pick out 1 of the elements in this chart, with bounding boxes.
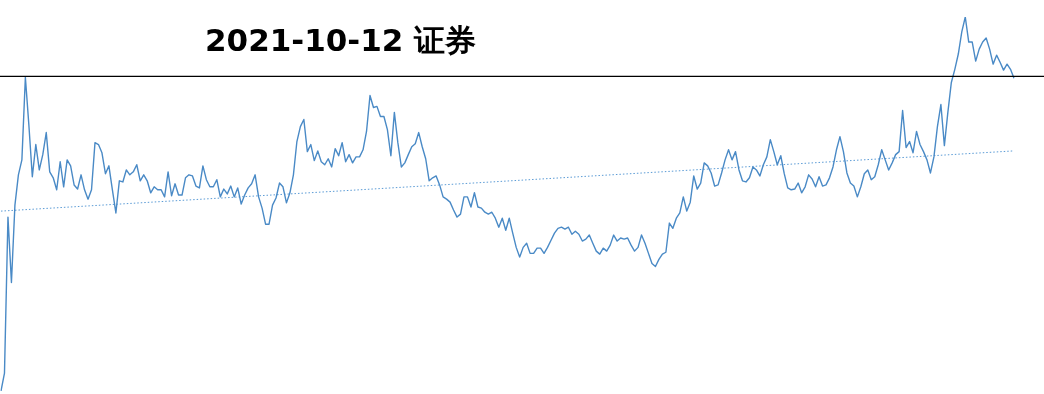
chart-title: 2021-10-12 证券 <box>205 21 477 60</box>
